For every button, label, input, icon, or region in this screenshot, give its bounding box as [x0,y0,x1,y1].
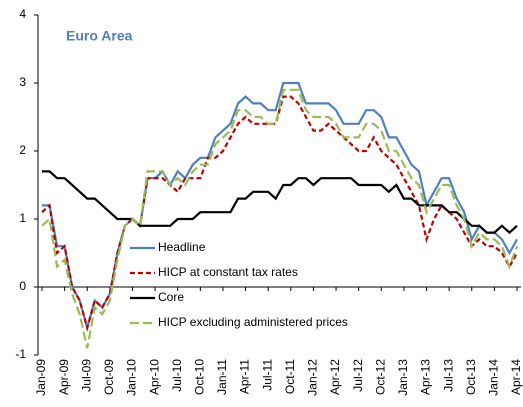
x-tick-label: Oct-10 [193,359,207,395]
y-tick-label: 3 [19,75,26,89]
x-tick-label: Apr-13 [419,359,433,395]
legend-label: Core [158,290,184,304]
series-line [42,170,518,235]
x-tick-label: Apr-09 [57,359,71,395]
x-tick-label: Oct-09 [102,359,116,395]
x-tick-label: Oct-11 [283,359,297,394]
legend-label: HICP at constant tax rates [158,265,298,279]
x-tick-label: Apr-10 [147,359,161,395]
series-line [41,88,519,349]
x-tick-label: Oct-12 [373,359,387,395]
series-line [42,81,518,332]
x-tick-label: Jul-12 [351,359,365,392]
x-tick-label: Jan-11 [215,359,229,395]
x-tick-label: Jan-09 [34,359,48,396]
x-tick-label: Jan-12 [306,359,320,396]
legend-label: HICP excluding administered prices [158,315,348,329]
y-tick-label: 1 [19,211,26,225]
x-tick-label: Apr-11 [238,359,252,394]
x-tick-label: Jul-11 [260,359,274,391]
x-tick-label: Jul-13 [441,359,455,392]
x-tick-label: Oct-13 [464,359,478,395]
x-tick-label: Jan-13 [396,359,410,396]
y-tick-label: 2 [19,143,26,157]
x-tick-label: Jul-10 [170,359,184,392]
y-tick-label: 4 [19,7,26,21]
x-tick-label: Jan-10 [125,359,139,396]
x-tick-label: Apr-12 [328,359,342,395]
x-tick-label: Jul-09 [79,359,93,392]
y-tick-label: 0 [19,279,26,293]
series-line [41,95,518,332]
annotation: Euro Area [66,28,133,44]
legend-label: Headline [158,240,206,254]
x-tick-label: Jan-14 [487,359,501,396]
y-tick-label: -1 [15,347,26,361]
x-tick-label: Apr-14 [509,359,523,395]
